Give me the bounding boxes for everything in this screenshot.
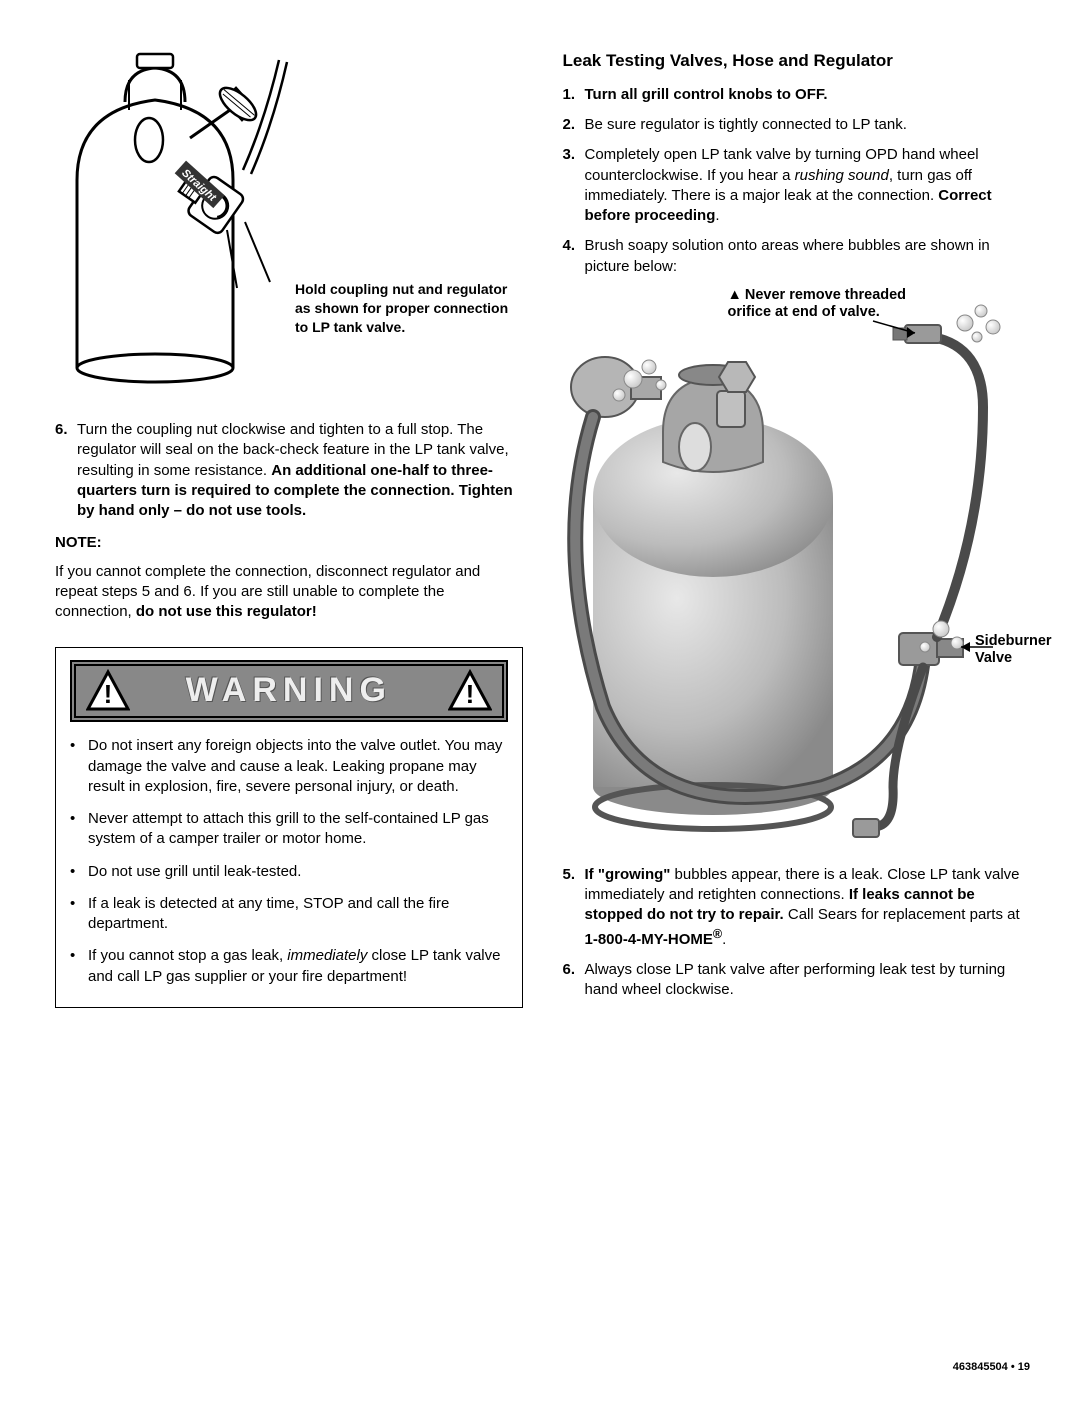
- left-step-6: 6. Turn the coupling nut clockwise and t…: [55, 420, 523, 521]
- right-step-4: 4. Brush soapy solution onto areas where…: [563, 236, 1031, 277]
- right-step-2: 2. Be sure regulator is tightly connecte…: [563, 115, 1031, 135]
- text-bold: do not use this regulator!: [136, 603, 317, 620]
- step-number: 1.: [563, 85, 585, 105]
- step-body: Always close LP tank valve after perform…: [585, 960, 1031, 1001]
- list-item: •If a leak is detected at any time, STOP…: [70, 894, 508, 935]
- leak-test-illustration: [563, 287, 1033, 847]
- step-body: Completely open LP tank valve by turning…: [585, 145, 1031, 226]
- step-number: 6.: [563, 960, 585, 1001]
- step-body: Turn all grill control knobs to OFF.: [585, 85, 1031, 105]
- leak-test-figure: ▲Never remove threaded orifice at end of…: [563, 287, 1031, 847]
- right-step-3: 3. Completely open LP tank valve by turn…: [563, 145, 1031, 226]
- tank-connection-figure: Straight Hold coupling nut and regulator…: [55, 50, 523, 390]
- step-body: If "growing" bubbles appear, there is a …: [585, 865, 1031, 950]
- right-step-5: 5. If "growing" bubbles appear, there is…: [563, 865, 1031, 950]
- list-item: •Never attempt to attach this grill to t…: [70, 809, 508, 850]
- page-footer: 463845504 • 19: [953, 1360, 1030, 1375]
- tank-line-drawing: Straight: [55, 50, 325, 390]
- right-step-1: 1. Turn all grill control knobs to OFF.: [563, 85, 1031, 105]
- tank-caption: Hold coupling nut and regulator as shown…: [295, 280, 523, 337]
- list-item: •If you cannot stop a gas leak, immediat…: [70, 946, 508, 987]
- warning-box: ! WARNING ! •Do not insert any foreign o…: [55, 647, 523, 1008]
- svg-text:!: !: [465, 679, 474, 709]
- step-number: 5.: [563, 865, 585, 950]
- warning-title: WARNING: [130, 668, 448, 714]
- warning-banner: ! WARNING !: [70, 660, 508, 722]
- step-number: 4.: [563, 236, 585, 277]
- warning-list: •Do not insert any foreign objects into …: [70, 736, 508, 987]
- warning-triangle-icon: !: [448, 669, 492, 713]
- list-item: •Do not insert any foreign objects into …: [70, 736, 508, 797]
- right-step-6: 6. Always close LP tank valve after perf…: [563, 960, 1031, 1001]
- step-number: 6.: [55, 420, 77, 521]
- step-body: Turn the coupling nut clockwise and tigh…: [77, 420, 523, 521]
- step-body: Brush soapy solution onto areas where bu…: [585, 236, 1031, 277]
- list-item: •Do not use grill until leak-tested.: [70, 862, 508, 882]
- step-number: 3.: [563, 145, 585, 226]
- section-title: Leak Testing Valves, Hose and Regulator: [563, 50, 1031, 73]
- note-heading: NOTE:: [55, 533, 523, 553]
- step-body: Be sure regulator is tightly connected t…: [585, 115, 1031, 135]
- note-body: If you cannot complete the connection, d…: [55, 562, 523, 623]
- step-number: 2.: [563, 115, 585, 135]
- warning-triangle-icon: !: [86, 669, 130, 713]
- bubbles-orifice: [957, 305, 1000, 342]
- svg-text:!: !: [104, 679, 113, 709]
